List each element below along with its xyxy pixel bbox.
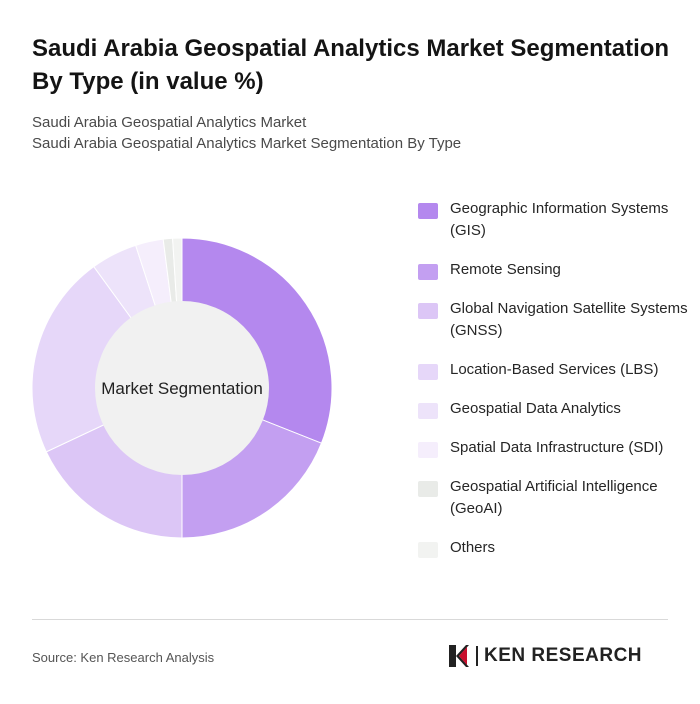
legend-label: Geospatial Artificial Intelligence (GeoA…	[450, 478, 658, 517]
legend-swatch	[418, 303, 438, 319]
legend-label: Geospatial Data Analytics	[450, 400, 621, 417]
legend-item: Global Navigation Satellite Systems (GNS…	[418, 298, 688, 342]
legend-label: Location-Based Services (LBS)	[450, 361, 659, 378]
logo-text: KEN RESEARCH	[484, 645, 643, 666]
legend-swatch	[418, 364, 438, 380]
ken-research-logo-icon	[449, 645, 469, 667]
logo-divider	[476, 646, 478, 666]
source-note: Source: Ken Research Analysis	[32, 650, 215, 665]
donut-center	[95, 301, 269, 475]
legend-swatch	[418, 203, 438, 219]
legend-item: Spatial Data Infrastructure (SDI)	[418, 437, 688, 459]
legend-label: Others	[450, 539, 496, 556]
legend-item: Remote Sensing	[418, 259, 688, 281]
legend-item: Location-Based Services (LBS)	[418, 359, 688, 381]
legend-item: Geospatial Artificial Intelligence (GeoA…	[418, 476, 688, 520]
chart-subtitle-market: Saudi Arabia Geospatial Analytics Market	[32, 114, 307, 131]
chart-title: Saudi Arabia Geospatial Analytics Market…	[32, 35, 670, 95]
chart-legend: Geographic Information Systems (GIS) Remo…	[418, 198, 688, 576]
legend-swatch	[418, 542, 438, 558]
legend-item: Others	[418, 537, 688, 559]
legend-label: Remote Sensing	[450, 261, 561, 278]
chart-subtitle-segmentation: Saudi Arabia Geospatial Analytics Market…	[32, 135, 462, 152]
legend-swatch	[418, 264, 438, 280]
legend-item: Geographic Information Systems (GIS)	[418, 198, 688, 242]
legend-swatch	[418, 442, 438, 458]
legend-label: Geographic Information Systems (GIS)	[450, 200, 669, 239]
legend-label: Global Navigation Satellite Systems (GNS…	[450, 300, 688, 339]
ken-research-logo: KEN RESEARCH	[447, 643, 642, 669]
donut-chart: Market Segmentation	[31, 237, 333, 539]
legend-swatch	[418, 403, 438, 419]
legend-swatch	[418, 481, 438, 497]
legend-item: Geospatial Data Analytics	[418, 398, 688, 420]
legend-label: Spatial Data Infrastructure (SDI)	[450, 439, 664, 456]
donut-center-label: Market Segmentation	[101, 379, 263, 398]
footer-divider	[32, 619, 668, 620]
